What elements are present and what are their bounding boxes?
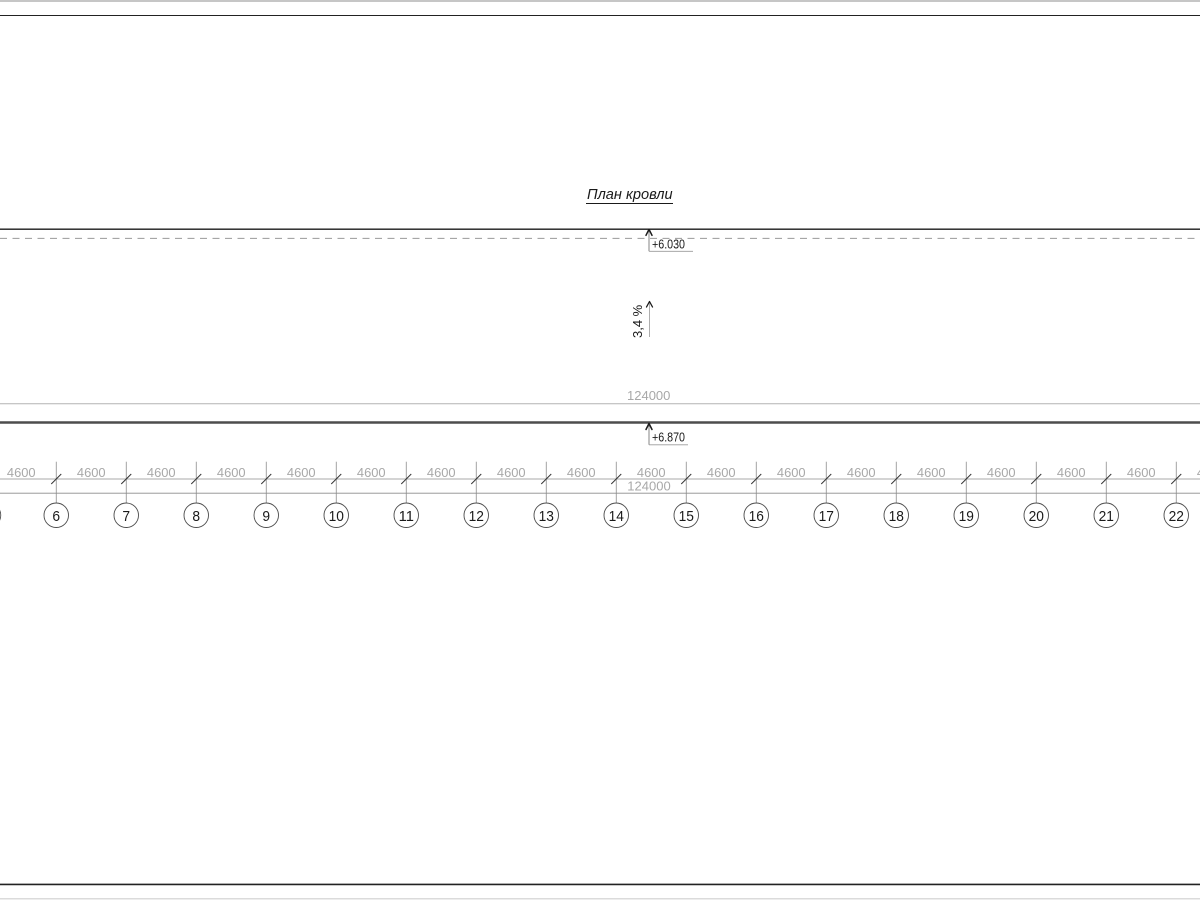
svg-text:4600: 4600 (847, 465, 876, 480)
svg-text:21: 21 (1099, 508, 1114, 525)
svg-text:4600: 4600 (77, 465, 106, 480)
svg-text:4600: 4600 (1057, 465, 1086, 480)
svg-text:4600: 4600 (987, 465, 1016, 480)
svg-text:4600: 4600 (497, 465, 526, 480)
svg-text:9: 9 (262, 508, 270, 525)
svg-text:124000: 124000 (627, 479, 670, 494)
svg-text:+6.870: +6.870 (652, 430, 685, 445)
svg-text:17: 17 (819, 508, 834, 525)
svg-text:10: 10 (329, 508, 344, 525)
svg-text:14: 14 (609, 508, 624, 525)
svg-text:4600: 4600 (7, 465, 36, 480)
svg-text:План кровли: План кровли (587, 186, 673, 203)
svg-text:12: 12 (469, 508, 484, 525)
svg-text:4600: 4600 (917, 465, 946, 480)
svg-text:+6.030: +6.030 (652, 237, 685, 252)
svg-text:4600: 4600 (427, 465, 456, 480)
svg-text:19: 19 (959, 508, 974, 525)
svg-text:3,4 %: 3,4 % (630, 304, 645, 338)
svg-text:4600: 4600 (1127, 465, 1156, 480)
svg-text:4600: 4600 (287, 465, 316, 480)
svg-text:4600: 4600 (637, 465, 666, 480)
svg-text:13: 13 (539, 508, 554, 525)
svg-text:4600: 4600 (217, 465, 246, 480)
svg-text:4600: 4600 (147, 465, 176, 480)
svg-text:7: 7 (122, 508, 130, 525)
svg-text:124000: 124000 (627, 388, 670, 403)
svg-text:4600: 4600 (357, 465, 386, 480)
svg-text:18: 18 (889, 508, 904, 525)
svg-text:11: 11 (399, 508, 414, 525)
svg-text:4600: 4600 (707, 465, 736, 480)
svg-text:8: 8 (192, 508, 200, 525)
svg-text:15: 15 (679, 508, 694, 525)
svg-text:16: 16 (749, 508, 764, 525)
svg-text:4600: 4600 (777, 465, 806, 480)
svg-text:22: 22 (1169, 508, 1184, 525)
svg-text:4600: 4600 (567, 465, 596, 480)
svg-text:6: 6 (52, 508, 60, 525)
svg-text:20: 20 (1029, 508, 1044, 525)
